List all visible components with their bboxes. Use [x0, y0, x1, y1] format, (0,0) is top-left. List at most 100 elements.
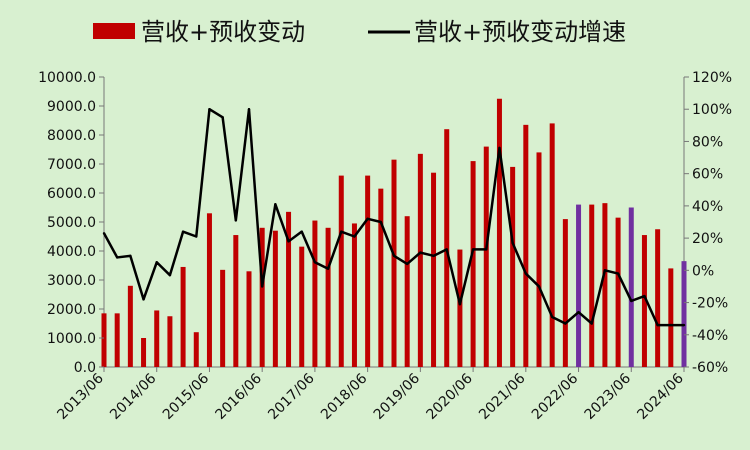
- bar-highlight: [628, 207, 634, 367]
- bar: [602, 203, 608, 367]
- growth-point: [208, 108, 211, 111]
- bar: [417, 153, 423, 367]
- growth-point: [366, 217, 369, 220]
- right-tick-label: -60%: [692, 360, 728, 376]
- x-tick-label: 2019/06: [371, 370, 424, 423]
- growth-point: [142, 298, 145, 301]
- bar: [562, 219, 568, 367]
- growth-point: [577, 311, 580, 314]
- growth-point: [445, 248, 448, 251]
- bar: [206, 213, 212, 367]
- bar: [483, 146, 489, 367]
- right-tick-label: 20%: [692, 231, 723, 247]
- bar: [365, 175, 371, 367]
- growth-point: [550, 315, 554, 319]
- bar: [523, 124, 529, 367]
- growth-point: [471, 248, 475, 251]
- bar: [101, 313, 107, 367]
- growth-point: [195, 235, 198, 238]
- x-tick-label: 2016/06: [213, 370, 266, 423]
- right-tick-label: 80%: [692, 134, 723, 150]
- bar: [655, 229, 661, 367]
- legend-bar-label: 营收+预收变动: [141, 18, 305, 46]
- growth-point: [340, 230, 343, 233]
- growth-point: [260, 285, 264, 288]
- right-axis-ticks: -60% -40% -20% 0% 20% 40% 60% 80% 100% 120%: [684, 70, 732, 376]
- right-tick-label: 0%: [692, 263, 714, 279]
- bar: [141, 338, 147, 367]
- legend-bar-swatch: [93, 23, 135, 39]
- growth-point: [630, 299, 633, 303]
- growth-point: [498, 146, 501, 150]
- left-tick-label: 1000.0: [47, 331, 96, 347]
- bar: [615, 217, 621, 367]
- bar: [127, 285, 133, 367]
- growth-point: [274, 203, 277, 206]
- growth-point: [181, 230, 185, 233]
- bar: [180, 266, 186, 367]
- bar: [325, 227, 331, 367]
- growth-point: [247, 108, 251, 111]
- growth-point: [616, 272, 620, 275]
- bar: [589, 204, 595, 367]
- growth-point: [537, 285, 541, 288]
- left-tick-label: 3000.0: [47, 273, 96, 289]
- growth-point: [524, 272, 528, 275]
- bar: [391, 159, 397, 367]
- bar: [167, 316, 173, 367]
- bar: [193, 332, 199, 367]
- left-axis-ticks: 0.0 1000.0 2000.0 3000.0 4000.0 5000.0 6000.0 7…: [38, 70, 104, 376]
- bar: [114, 313, 120, 367]
- bar: [338, 175, 344, 367]
- bar: [378, 188, 384, 367]
- bar: [470, 161, 476, 367]
- bar: [536, 152, 542, 367]
- growth-point: [326, 267, 330, 270]
- left-tick-label: 0.0: [74, 360, 96, 376]
- legend-line-label: 营收+预收变动增速: [414, 18, 626, 46]
- x-tick-label: 2017/06: [265, 370, 318, 423]
- bar: [668, 268, 674, 367]
- growth-point: [603, 269, 607, 272]
- x-tick-label: 2024/06: [634, 370, 687, 423]
- left-tick-label: 4000.0: [47, 244, 96, 260]
- bar-highlight: [681, 261, 687, 367]
- right-tick-label: 60%: [692, 167, 723, 183]
- growth-point: [419, 251, 422, 254]
- growth-point: [313, 261, 317, 264]
- bar: [259, 227, 265, 367]
- growth-point: [168, 273, 172, 277]
- growth-point: [129, 254, 132, 258]
- growth-point: [669, 323, 673, 327]
- bar-series: [101, 98, 687, 368]
- right-tick-label: 120%: [692, 70, 732, 86]
- left-tick-label: 10000.0: [38, 70, 96, 86]
- right-tick-label: 100%: [692, 102, 732, 118]
- bar: [299, 246, 305, 367]
- growth-point: [511, 241, 514, 245]
- bar: [312, 220, 318, 367]
- bar: [444, 129, 450, 367]
- bar: [246, 271, 252, 367]
- growth-point: [392, 254, 396, 258]
- bar-highlight: [576, 204, 582, 367]
- left-tick-label: 8000.0: [47, 128, 96, 144]
- growth-point: [485, 248, 488, 251]
- growth-point: [353, 235, 356, 238]
- x-axis-ticks: 2013/06 2014/06 2015/06 2016/06 2017/06 2018/…: [54, 367, 687, 423]
- left-tick-label: 9000.0: [47, 99, 96, 115]
- growth-point: [590, 322, 593, 325]
- x-tick-label: 2014/06: [107, 370, 160, 423]
- growth-point: [221, 116, 224, 119]
- x-tick-label: 2015/06: [160, 370, 213, 423]
- growth-point: [643, 294, 646, 298]
- bar: [220, 269, 226, 367]
- bar: [154, 310, 160, 367]
- bar: [286, 211, 292, 367]
- growth-point: [405, 262, 409, 266]
- growth-point: [379, 220, 383, 224]
- growth-point: [155, 261, 158, 264]
- x-tick-label: 2022/06: [529, 370, 582, 423]
- growth-point: [458, 302, 462, 306]
